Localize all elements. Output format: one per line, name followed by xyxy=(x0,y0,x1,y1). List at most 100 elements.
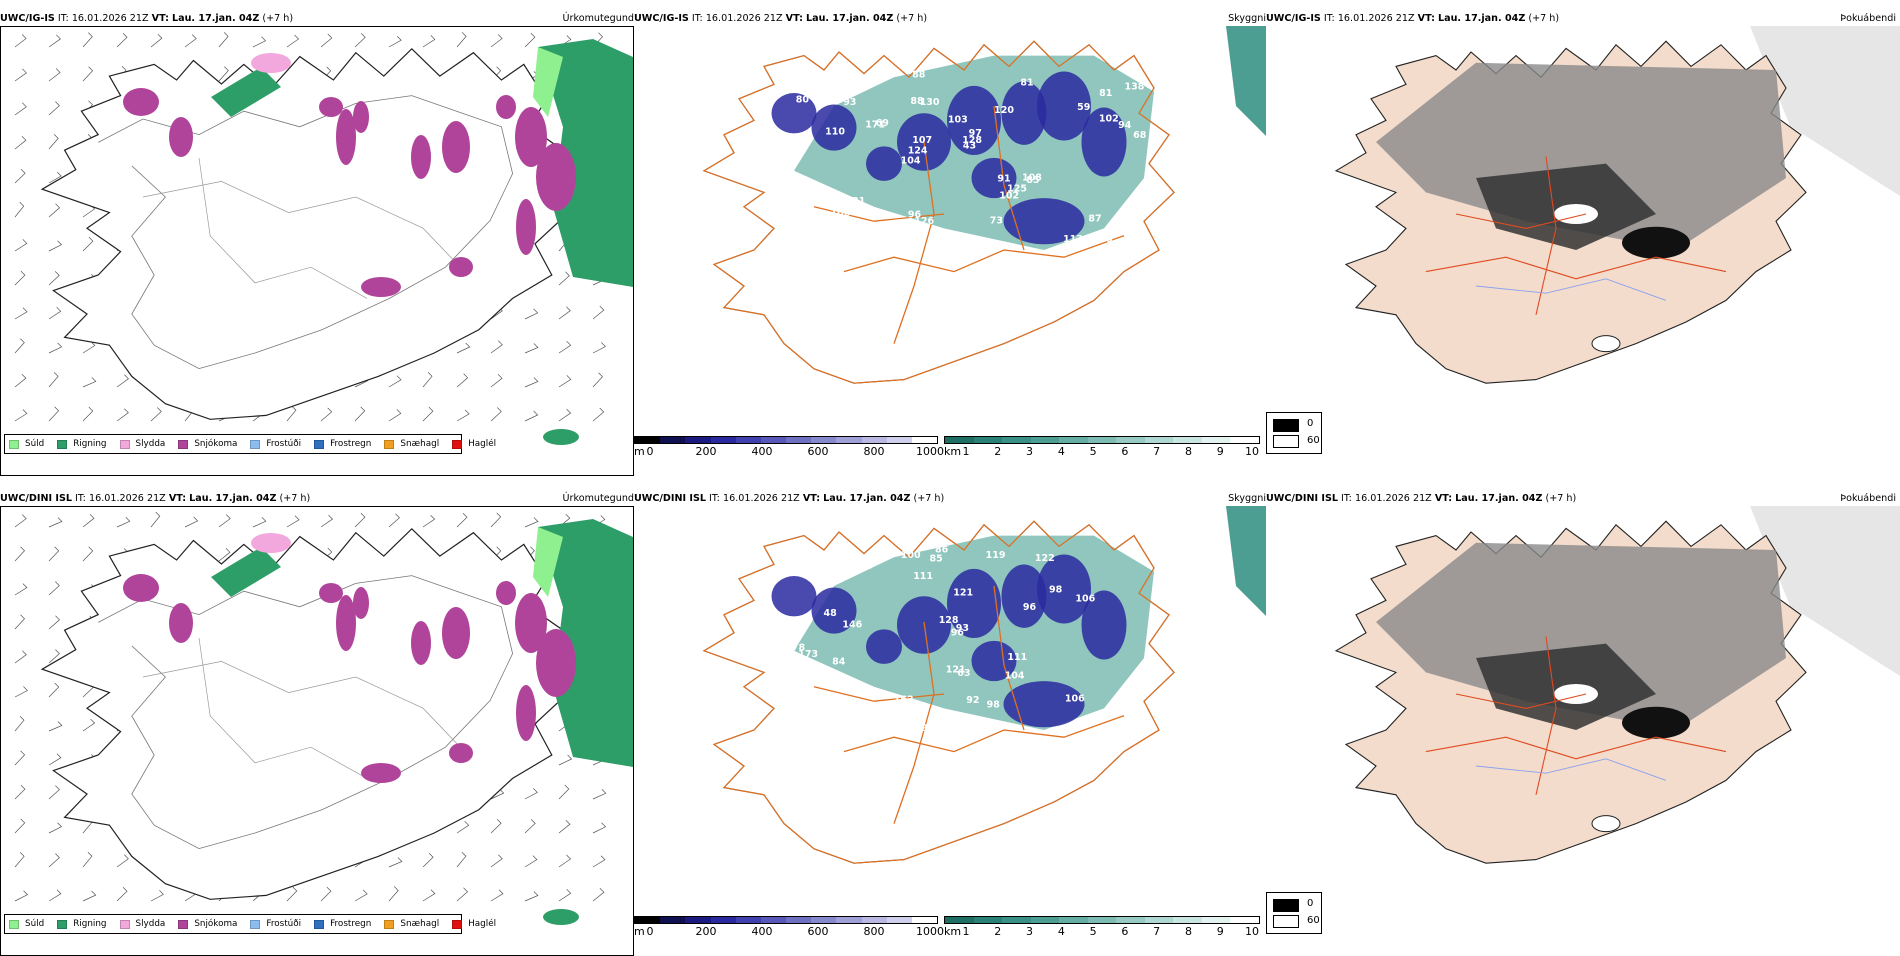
snow-area xyxy=(411,135,431,179)
colorbar-segment xyxy=(660,437,686,443)
coastal-road xyxy=(702,40,1175,384)
ceiling-label: 78 xyxy=(792,643,806,654)
wind-barb xyxy=(456,887,469,902)
wind-barb xyxy=(82,236,94,252)
ceiling-label: 102 xyxy=(775,226,795,237)
wind-barb xyxy=(48,307,62,320)
wind-barb xyxy=(48,101,60,116)
legend-label: Súld xyxy=(25,919,45,929)
road-line xyxy=(843,714,1125,753)
wind-barb xyxy=(48,649,60,664)
ceiling-label: 146 xyxy=(842,620,862,631)
snow-area xyxy=(123,574,159,602)
ceiling-label: 87 xyxy=(790,136,803,147)
ceiling-label: 68 xyxy=(1133,130,1147,141)
colorbar-tick: 1000 xyxy=(916,925,944,938)
ceiling-label: 88 xyxy=(910,96,924,107)
wind-barb xyxy=(48,171,62,184)
legend-label: Rigning xyxy=(73,439,107,449)
colorbar-segment xyxy=(1230,437,1260,443)
wind-barb xyxy=(82,546,94,562)
model-name: UWC/DINI ISL xyxy=(634,493,706,504)
cloud-ceiling-area xyxy=(897,113,951,171)
ceiling-label: 103 xyxy=(810,698,830,709)
colorbar-tick: 3 xyxy=(1026,445,1034,458)
wind-barb xyxy=(48,372,59,388)
snow-area xyxy=(449,257,473,277)
legend-label: Snjókoma xyxy=(194,919,238,929)
cloud-ceiling-area xyxy=(1003,198,1085,245)
wind-barb xyxy=(524,308,539,320)
wind-barb xyxy=(558,854,572,868)
snow-area xyxy=(361,763,401,783)
wind-barb xyxy=(558,889,572,902)
panel-title: Skyggni xyxy=(1228,493,1266,504)
wind-barb xyxy=(592,888,605,902)
map-fog xyxy=(1266,26,1900,446)
wind-barb xyxy=(354,889,368,902)
wind-barb xyxy=(218,66,229,82)
colorbar-segment xyxy=(973,437,1003,443)
colorbar-segment xyxy=(685,437,711,443)
wind-barb xyxy=(82,514,95,528)
wind-barb xyxy=(286,886,298,902)
panel-title: Skyggni xyxy=(1228,13,1266,24)
wind-barb xyxy=(48,240,63,252)
colorbar-segment xyxy=(861,437,887,443)
colorbar-tick: 2 xyxy=(994,445,1002,458)
vt-prefix: VT: xyxy=(785,13,803,24)
precip-legend-item: Snæhagl xyxy=(384,439,439,449)
wind-barb xyxy=(48,546,60,562)
wind-barb xyxy=(48,517,63,528)
road-line xyxy=(1425,736,1727,760)
colorbar-tick: 5 xyxy=(1089,925,1097,938)
fog-legend: 0 60 xyxy=(1266,892,1322,934)
colorbar-segment xyxy=(635,917,661,923)
colorbar-segment xyxy=(786,917,812,923)
sleet-area xyxy=(251,533,291,553)
panel-title: Þokuábendi xyxy=(1840,493,1896,504)
wind-barb xyxy=(14,750,26,766)
colorbar-segment xyxy=(1116,437,1145,443)
model-name: UWC/IG-IS xyxy=(634,13,689,24)
colorbar-segment xyxy=(710,917,736,923)
colorbar-segment xyxy=(861,917,887,923)
init-time: 16.01.2026 21Z xyxy=(88,493,166,504)
rain-area xyxy=(538,39,633,287)
ceiling-label: 130 xyxy=(920,97,940,108)
wind-barb xyxy=(150,890,164,902)
colorbar-tick: 9 xyxy=(1216,925,1224,938)
colorbar-segment xyxy=(710,437,736,443)
colorbar-tick: 4 xyxy=(1057,925,1065,938)
ceiling-label: 111 xyxy=(1007,652,1027,663)
colorbar-segment xyxy=(836,437,862,443)
wind-barb xyxy=(82,406,94,422)
road-line xyxy=(1455,213,1587,229)
wind-barb xyxy=(286,515,300,528)
wind-barb xyxy=(320,514,334,528)
colorbar-tick: 600 xyxy=(807,445,829,458)
legend-swatch xyxy=(384,919,395,929)
panel-fog-row2: UWC/DINI ISL IT: 16.01.2026 21Z VT: Lau.… xyxy=(1266,492,1900,944)
wind-barb xyxy=(14,514,27,528)
precip-legend-item: Snæhagl xyxy=(384,919,439,929)
wind-barb xyxy=(490,374,503,388)
colorbar-segment xyxy=(1173,437,1202,443)
wind-barb xyxy=(14,784,26,800)
colorbar-tick: 10 xyxy=(1245,445,1259,458)
colorbar-tick: 400 xyxy=(751,445,773,458)
wind-barb xyxy=(524,410,539,422)
legend-label: Súld xyxy=(25,439,45,449)
map-fog xyxy=(1266,506,1900,926)
colorbar-segment xyxy=(685,917,711,923)
wind-barb xyxy=(48,753,62,766)
ceiling-label: 86 xyxy=(935,545,949,556)
wind-barb xyxy=(48,68,61,82)
wind-barb xyxy=(320,407,333,422)
rain-area xyxy=(211,547,281,597)
wind-barb xyxy=(456,32,467,48)
legend-label: Snæhagl xyxy=(400,439,440,449)
wind-barb xyxy=(14,201,25,218)
wind-barb xyxy=(48,615,61,630)
ceiling-colorbar: m 0 200 400 600 800 1000 xyxy=(634,436,944,460)
